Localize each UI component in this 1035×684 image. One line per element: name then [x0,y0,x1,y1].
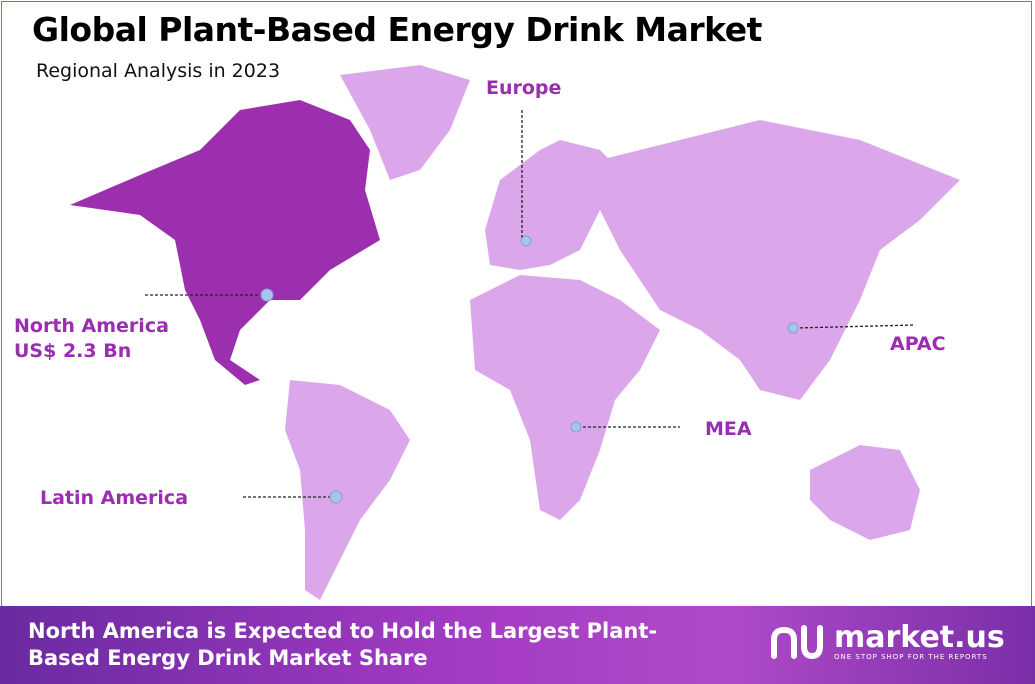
region-value: US$ 2.3 Bn [14,340,132,362]
page-title: Global Plant-Based Energy Drink Market [32,10,762,49]
region-north-america [70,100,380,385]
label-north-america: North America US$ 2.3 Bn [14,314,169,364]
label-mea: MEA [705,418,752,440]
region-apac [600,120,960,400]
logo-icon [771,625,823,660]
region-name: North America [14,315,169,337]
marker-mea [570,421,582,433]
marker-apac [787,322,799,334]
markers [260,235,799,504]
marker-europe [520,235,532,247]
logo-tagline: ONE STOP SHOP FOR THE REPORTS [834,653,988,661]
footer-banner: North America is Expected to Hold the La… [0,606,1035,684]
region-mea [470,275,660,520]
region-greenland [340,65,470,180]
marker-north-america [260,288,274,302]
region-latin-america [285,380,410,600]
logo-name: market.us [834,620,1005,655]
world-map [70,65,960,600]
label-europe: Europe [486,77,562,99]
market-us-logo: market.us ONE STOP SHOP FOR THE REPORTS [770,622,1005,662]
page-subtitle: Regional Analysis in 2023 [36,60,281,82]
label-apac: APAC [890,333,946,355]
leader-lines [145,110,916,498]
label-latin-america: Latin America [40,487,189,509]
region-oceania [810,445,920,540]
banner-text: North America is Expected to Hold the La… [28,619,658,670]
marker-latin-america [329,490,343,504]
region-europe [485,140,620,270]
